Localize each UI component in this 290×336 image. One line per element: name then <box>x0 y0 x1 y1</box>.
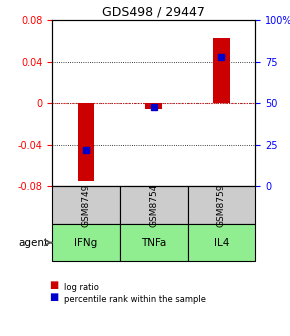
Text: ■: ■ <box>49 292 59 302</box>
Bar <box>188 186 255 224</box>
Text: GSM8749: GSM8749 <box>81 183 90 227</box>
Text: GSM8754: GSM8754 <box>149 183 158 227</box>
Bar <box>52 224 120 261</box>
Bar <box>52 186 120 224</box>
Text: TNFa: TNFa <box>141 238 166 248</box>
Bar <box>213 38 230 103</box>
Bar <box>78 103 95 181</box>
Title: GDS498 / 29447: GDS498 / 29447 <box>102 6 205 19</box>
Text: percentile rank within the sample: percentile rank within the sample <box>64 295 206 304</box>
Bar <box>188 224 255 261</box>
Bar <box>145 103 162 109</box>
Text: GSM8759: GSM8759 <box>217 183 226 227</box>
Bar <box>120 224 188 261</box>
Text: log ratio: log ratio <box>64 283 99 292</box>
Text: agent: agent <box>19 238 49 248</box>
Text: ■: ■ <box>49 280 59 290</box>
Text: IL4: IL4 <box>214 238 229 248</box>
Text: IFNg: IFNg <box>75 238 98 248</box>
Bar <box>120 186 188 224</box>
